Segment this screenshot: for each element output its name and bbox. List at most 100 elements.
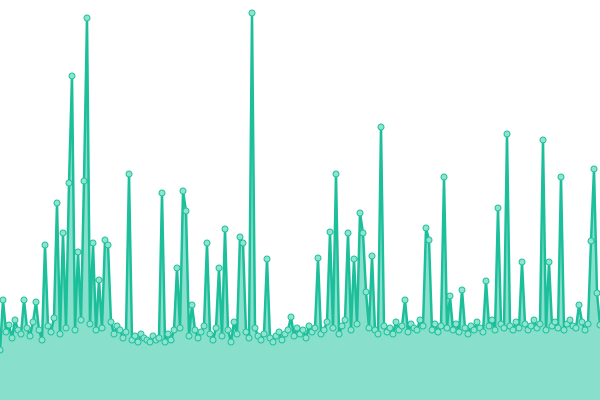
data-point xyxy=(56,330,64,338)
data-point xyxy=(578,318,586,326)
data-point xyxy=(431,320,439,328)
data-point xyxy=(83,14,91,22)
data-point xyxy=(581,326,589,334)
data-point xyxy=(59,229,67,237)
data-point xyxy=(215,264,223,272)
data-point xyxy=(389,330,397,338)
data-point xyxy=(230,318,238,326)
data-point xyxy=(401,296,409,304)
data-point xyxy=(413,326,421,334)
data-point xyxy=(377,123,385,131)
data-point xyxy=(374,330,382,338)
data-point xyxy=(425,236,433,244)
data-point xyxy=(203,239,211,247)
data-point xyxy=(512,318,520,326)
data-point xyxy=(452,320,460,328)
data-point xyxy=(161,338,169,346)
data-point xyxy=(134,338,142,346)
data-point xyxy=(470,326,478,334)
data-point xyxy=(434,328,442,336)
data-point xyxy=(41,241,49,249)
data-point xyxy=(80,177,88,185)
data-points xyxy=(0,9,600,354)
data-point xyxy=(17,330,25,338)
data-point xyxy=(443,324,451,332)
data-point xyxy=(62,324,70,332)
data-point xyxy=(104,241,112,249)
data-point xyxy=(233,330,241,338)
data-point xyxy=(380,322,388,330)
data-point xyxy=(260,330,268,338)
data-point xyxy=(527,322,535,330)
data-point xyxy=(575,301,583,309)
data-point xyxy=(221,225,229,233)
data-point xyxy=(116,326,124,334)
data-point xyxy=(188,301,196,309)
data-point xyxy=(392,318,400,326)
data-point xyxy=(38,336,46,344)
data-point xyxy=(32,298,40,306)
data-point xyxy=(122,328,130,336)
data-point xyxy=(419,322,427,330)
data-point xyxy=(44,322,52,330)
data-point xyxy=(287,313,295,321)
data-point xyxy=(305,322,313,330)
data-point xyxy=(332,170,340,178)
data-point xyxy=(284,326,292,334)
data-point xyxy=(449,326,457,334)
data-point xyxy=(251,324,259,332)
data-point xyxy=(329,324,337,332)
data-point xyxy=(47,328,55,336)
data-point xyxy=(206,330,214,338)
data-point xyxy=(74,248,82,256)
data-point xyxy=(458,286,466,294)
data-point xyxy=(197,328,205,336)
data-point xyxy=(350,255,358,263)
data-point xyxy=(587,237,595,245)
data-point xyxy=(176,324,184,332)
data-point xyxy=(185,332,193,340)
data-point xyxy=(455,328,463,336)
data-point xyxy=(182,207,190,215)
data-point xyxy=(101,236,109,244)
data-point xyxy=(110,330,118,338)
data-point xyxy=(209,336,217,344)
data-point xyxy=(107,318,115,326)
data-point xyxy=(503,130,511,138)
series-line xyxy=(0,11,600,351)
data-point xyxy=(50,314,58,322)
data-point xyxy=(572,324,580,332)
data-point xyxy=(566,316,574,324)
data-point xyxy=(485,322,493,330)
data-point xyxy=(344,229,352,237)
data-point xyxy=(212,324,220,332)
data-point xyxy=(8,334,16,342)
data-point xyxy=(521,320,529,328)
data-point xyxy=(191,326,199,334)
data-point xyxy=(245,334,253,342)
data-point xyxy=(404,328,412,336)
data-point xyxy=(0,296,7,304)
data-point xyxy=(473,318,481,326)
data-point xyxy=(341,316,349,324)
data-point xyxy=(491,326,499,334)
data-point xyxy=(29,318,37,326)
data-point xyxy=(509,326,517,334)
data-point xyxy=(386,324,394,332)
data-point xyxy=(173,264,181,272)
data-point xyxy=(26,332,34,340)
data-point xyxy=(359,229,367,237)
data-point xyxy=(542,326,550,334)
data-point xyxy=(98,324,106,332)
data-point xyxy=(242,328,250,336)
data-point xyxy=(515,324,523,332)
data-point xyxy=(290,332,298,340)
data-point xyxy=(155,334,163,342)
data-point xyxy=(347,326,355,334)
data-point xyxy=(86,320,94,328)
data-point xyxy=(593,289,600,297)
data-point xyxy=(0,346,4,354)
data-point xyxy=(428,326,436,334)
data-point xyxy=(464,330,472,338)
data-point xyxy=(311,324,319,332)
